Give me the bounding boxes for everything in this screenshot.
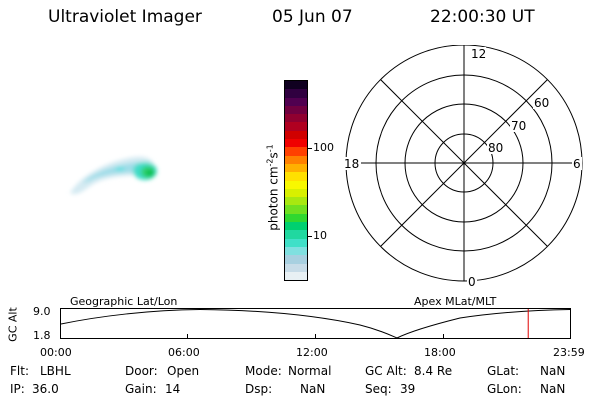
dsp-label: Dsp: xyxy=(245,382,273,396)
ip-label: IP: xyxy=(10,382,25,396)
seq-value: 39 xyxy=(400,382,416,396)
timeline-ymax: 9.0 xyxy=(33,305,51,318)
lat-label-80: 80 xyxy=(488,141,503,155)
altitude-curve xyxy=(60,308,571,339)
timeline-tick-label: 18:00 xyxy=(424,346,456,359)
gain-value: 14 xyxy=(165,382,181,396)
timeline-axis-label: GC Alt xyxy=(6,307,20,342)
mlt-label-18: 18 xyxy=(344,157,359,171)
colorbar-segment xyxy=(285,122,307,131)
colorbar-segment xyxy=(285,172,307,181)
colorbar-segment xyxy=(285,155,307,164)
glat-label: GLat: xyxy=(487,364,520,378)
door-label: Door: xyxy=(125,364,158,378)
colorbar-segment xyxy=(285,139,307,148)
colorbar-segment xyxy=(285,163,307,173)
timeline-title-right: Apex MLat/MLT xyxy=(414,295,497,308)
colorbar-segment xyxy=(285,89,307,98)
colorbar-segment xyxy=(285,130,307,140)
glon-label: GLon: xyxy=(487,382,522,396)
colorbar-tick-label-10: 10 xyxy=(313,229,327,242)
gcalt-label: GC Alt: xyxy=(365,364,407,378)
colorbar-units-label: photon cm-2s-1 xyxy=(265,144,281,231)
colorbar-segment xyxy=(285,255,307,264)
mlt-label-6: 6 xyxy=(573,157,581,171)
timeline-tick-label: 06:00 xyxy=(168,346,200,359)
timeline-ticks xyxy=(187,334,444,338)
timeline-plot xyxy=(60,308,571,339)
colorbar-tick-label-100: 100 xyxy=(313,141,334,154)
timeline-tick-label: 00:00 xyxy=(40,346,72,359)
colorbar-segment xyxy=(285,205,307,214)
mode-value: Normal xyxy=(288,364,332,378)
seq-label: Seq: xyxy=(365,382,392,396)
glat-value: NaN xyxy=(540,364,566,378)
colorbar-segment xyxy=(285,105,307,115)
colorbar-tick xyxy=(307,148,312,149)
colorbar-segment xyxy=(285,263,307,272)
timeline-title-left: Geographic Lat/Lon xyxy=(70,295,178,308)
colorbar-segment xyxy=(285,222,307,231)
colorbar-segment xyxy=(285,246,307,256)
gcalt-value: 8.4 Re xyxy=(414,364,453,378)
colorbar-segment xyxy=(285,97,307,106)
colorbar-segment xyxy=(285,271,307,281)
lat-label-60: 60 xyxy=(534,96,549,110)
mlt-label-0: 0 xyxy=(468,275,476,289)
colorbar-segment xyxy=(285,147,307,156)
colorbar-segment xyxy=(285,197,307,206)
colorbar xyxy=(284,80,308,281)
instrument-title: Ultraviolet Imager xyxy=(48,7,202,27)
ip-value: 36.0 xyxy=(32,382,59,396)
door-value: Open xyxy=(167,364,200,378)
polar-mlat-mlt-plot: 12 18 6 0 60 70 80 xyxy=(343,45,583,289)
header-time: 22:00:30 UT xyxy=(430,7,535,27)
colorbar-segment xyxy=(285,180,307,189)
colorbar-segment xyxy=(285,213,307,223)
gain-label: Gain: xyxy=(125,382,157,396)
colorbar-segment xyxy=(285,81,307,90)
timeline-ymin: 1.8 xyxy=(33,329,51,342)
flt-value: LBHL xyxy=(40,364,71,378)
glon-value: NaN xyxy=(540,382,566,396)
timeline-tick-label: 23:59 xyxy=(553,346,585,359)
mode-label: Mode: xyxy=(245,364,282,378)
dsp-value: NaN xyxy=(300,382,326,396)
flt-label: Flt: xyxy=(10,364,29,378)
colorbar-segment xyxy=(285,238,307,247)
mlt-label-12: 12 xyxy=(471,47,486,61)
auroral-image xyxy=(70,156,157,195)
lat-label-70: 70 xyxy=(511,119,526,133)
diagonal-line xyxy=(380,79,548,247)
colorbar-tick xyxy=(307,236,312,237)
colorbar-segment xyxy=(285,230,307,239)
colorbar-segment xyxy=(285,114,307,123)
colorbar-segment xyxy=(285,188,307,198)
timeline-tick-label: 12:00 xyxy=(296,346,328,359)
header-date: 05 Jun 07 xyxy=(272,7,353,27)
